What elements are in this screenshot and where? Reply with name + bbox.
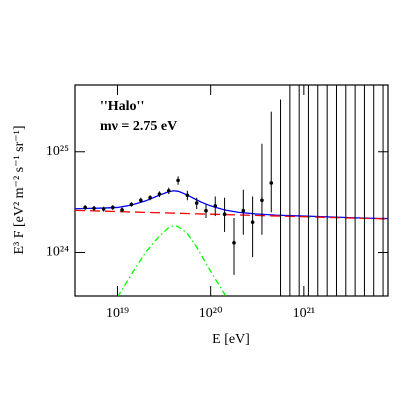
data-point: [269, 181, 274, 185]
series-line: [117, 224, 227, 296]
y-tick-label: 10²⁵: [46, 144, 69, 159]
plot-frame: [74, 84, 389, 297]
legend-label: mν = 2.75 eV: [100, 119, 177, 134]
x-tick-label: 10¹⁹: [106, 306, 129, 321]
data-point: [232, 240, 236, 245]
data-point: [204, 208, 208, 213]
data-point: [176, 178, 180, 183]
x-axis-label: E [eV]: [212, 332, 250, 347]
y-tick-label: 10²⁴: [46, 245, 69, 260]
data-point: [129, 202, 134, 207]
data-point: [157, 192, 162, 196]
data-point: [101, 207, 106, 211]
data-point: [260, 198, 264, 203]
series-line: [75, 209, 388, 220]
data-point: [148, 195, 152, 200]
data-point: [120, 208, 124, 212]
data-point: [194, 201, 199, 205]
plot-area: [75, 85, 388, 296]
legend-label: ''Halo'': [100, 99, 144, 114]
data-point: [139, 198, 143, 203]
series-line: [75, 190, 388, 220]
data-point: [222, 212, 227, 217]
x-tick-label: 10²¹: [293, 306, 315, 321]
data-point: [250, 220, 255, 224]
data-point: [166, 188, 171, 193]
data-point: [185, 193, 190, 198]
data-point: [92, 206, 96, 211]
data-point: [110, 205, 115, 210]
y-axis-label: E³ F [eV² m⁻² s⁻¹ sr⁻¹]: [12, 125, 27, 254]
data-point: [83, 205, 87, 210]
data-point: [213, 204, 218, 208]
data-point: [241, 208, 246, 213]
x-tick-label: 10²⁰: [199, 306, 223, 321]
